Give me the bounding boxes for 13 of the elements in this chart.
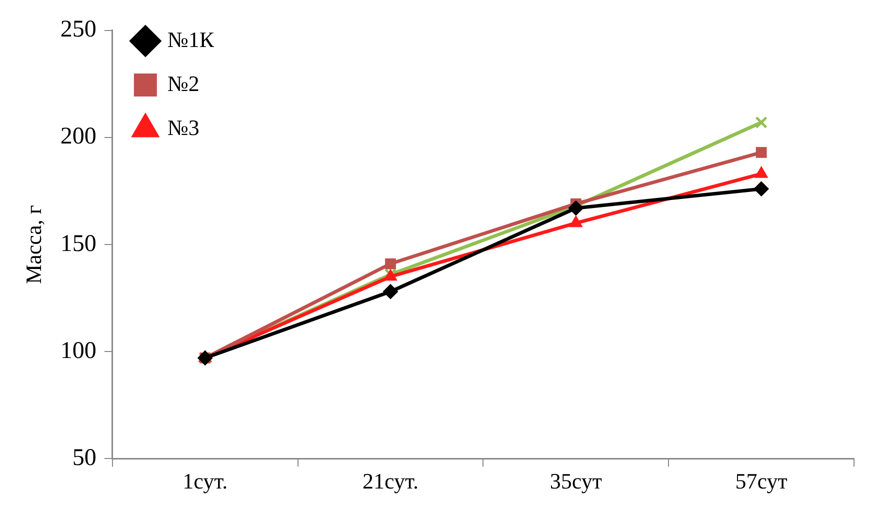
x-tick-label: 1сут. [182,468,228,494]
x-tick-label: 35сут [550,468,602,494]
y-tick-label: 200 [60,124,96,150]
y-tick-label: 100 [60,338,96,364]
legend-label: №3 [167,114,200,140]
y-axis-title: Масса, г [20,205,46,284]
legend-label: №2 [167,70,200,96]
y-tick-label: 250 [60,16,96,43]
x-tick-label: 57сут [735,468,788,494]
y-tick-label: 50 [72,444,96,471]
legend-label: №1К [167,26,214,52]
y-tick-label: 150 [60,230,96,257]
x-tick-label: 21сут. [362,468,418,494]
